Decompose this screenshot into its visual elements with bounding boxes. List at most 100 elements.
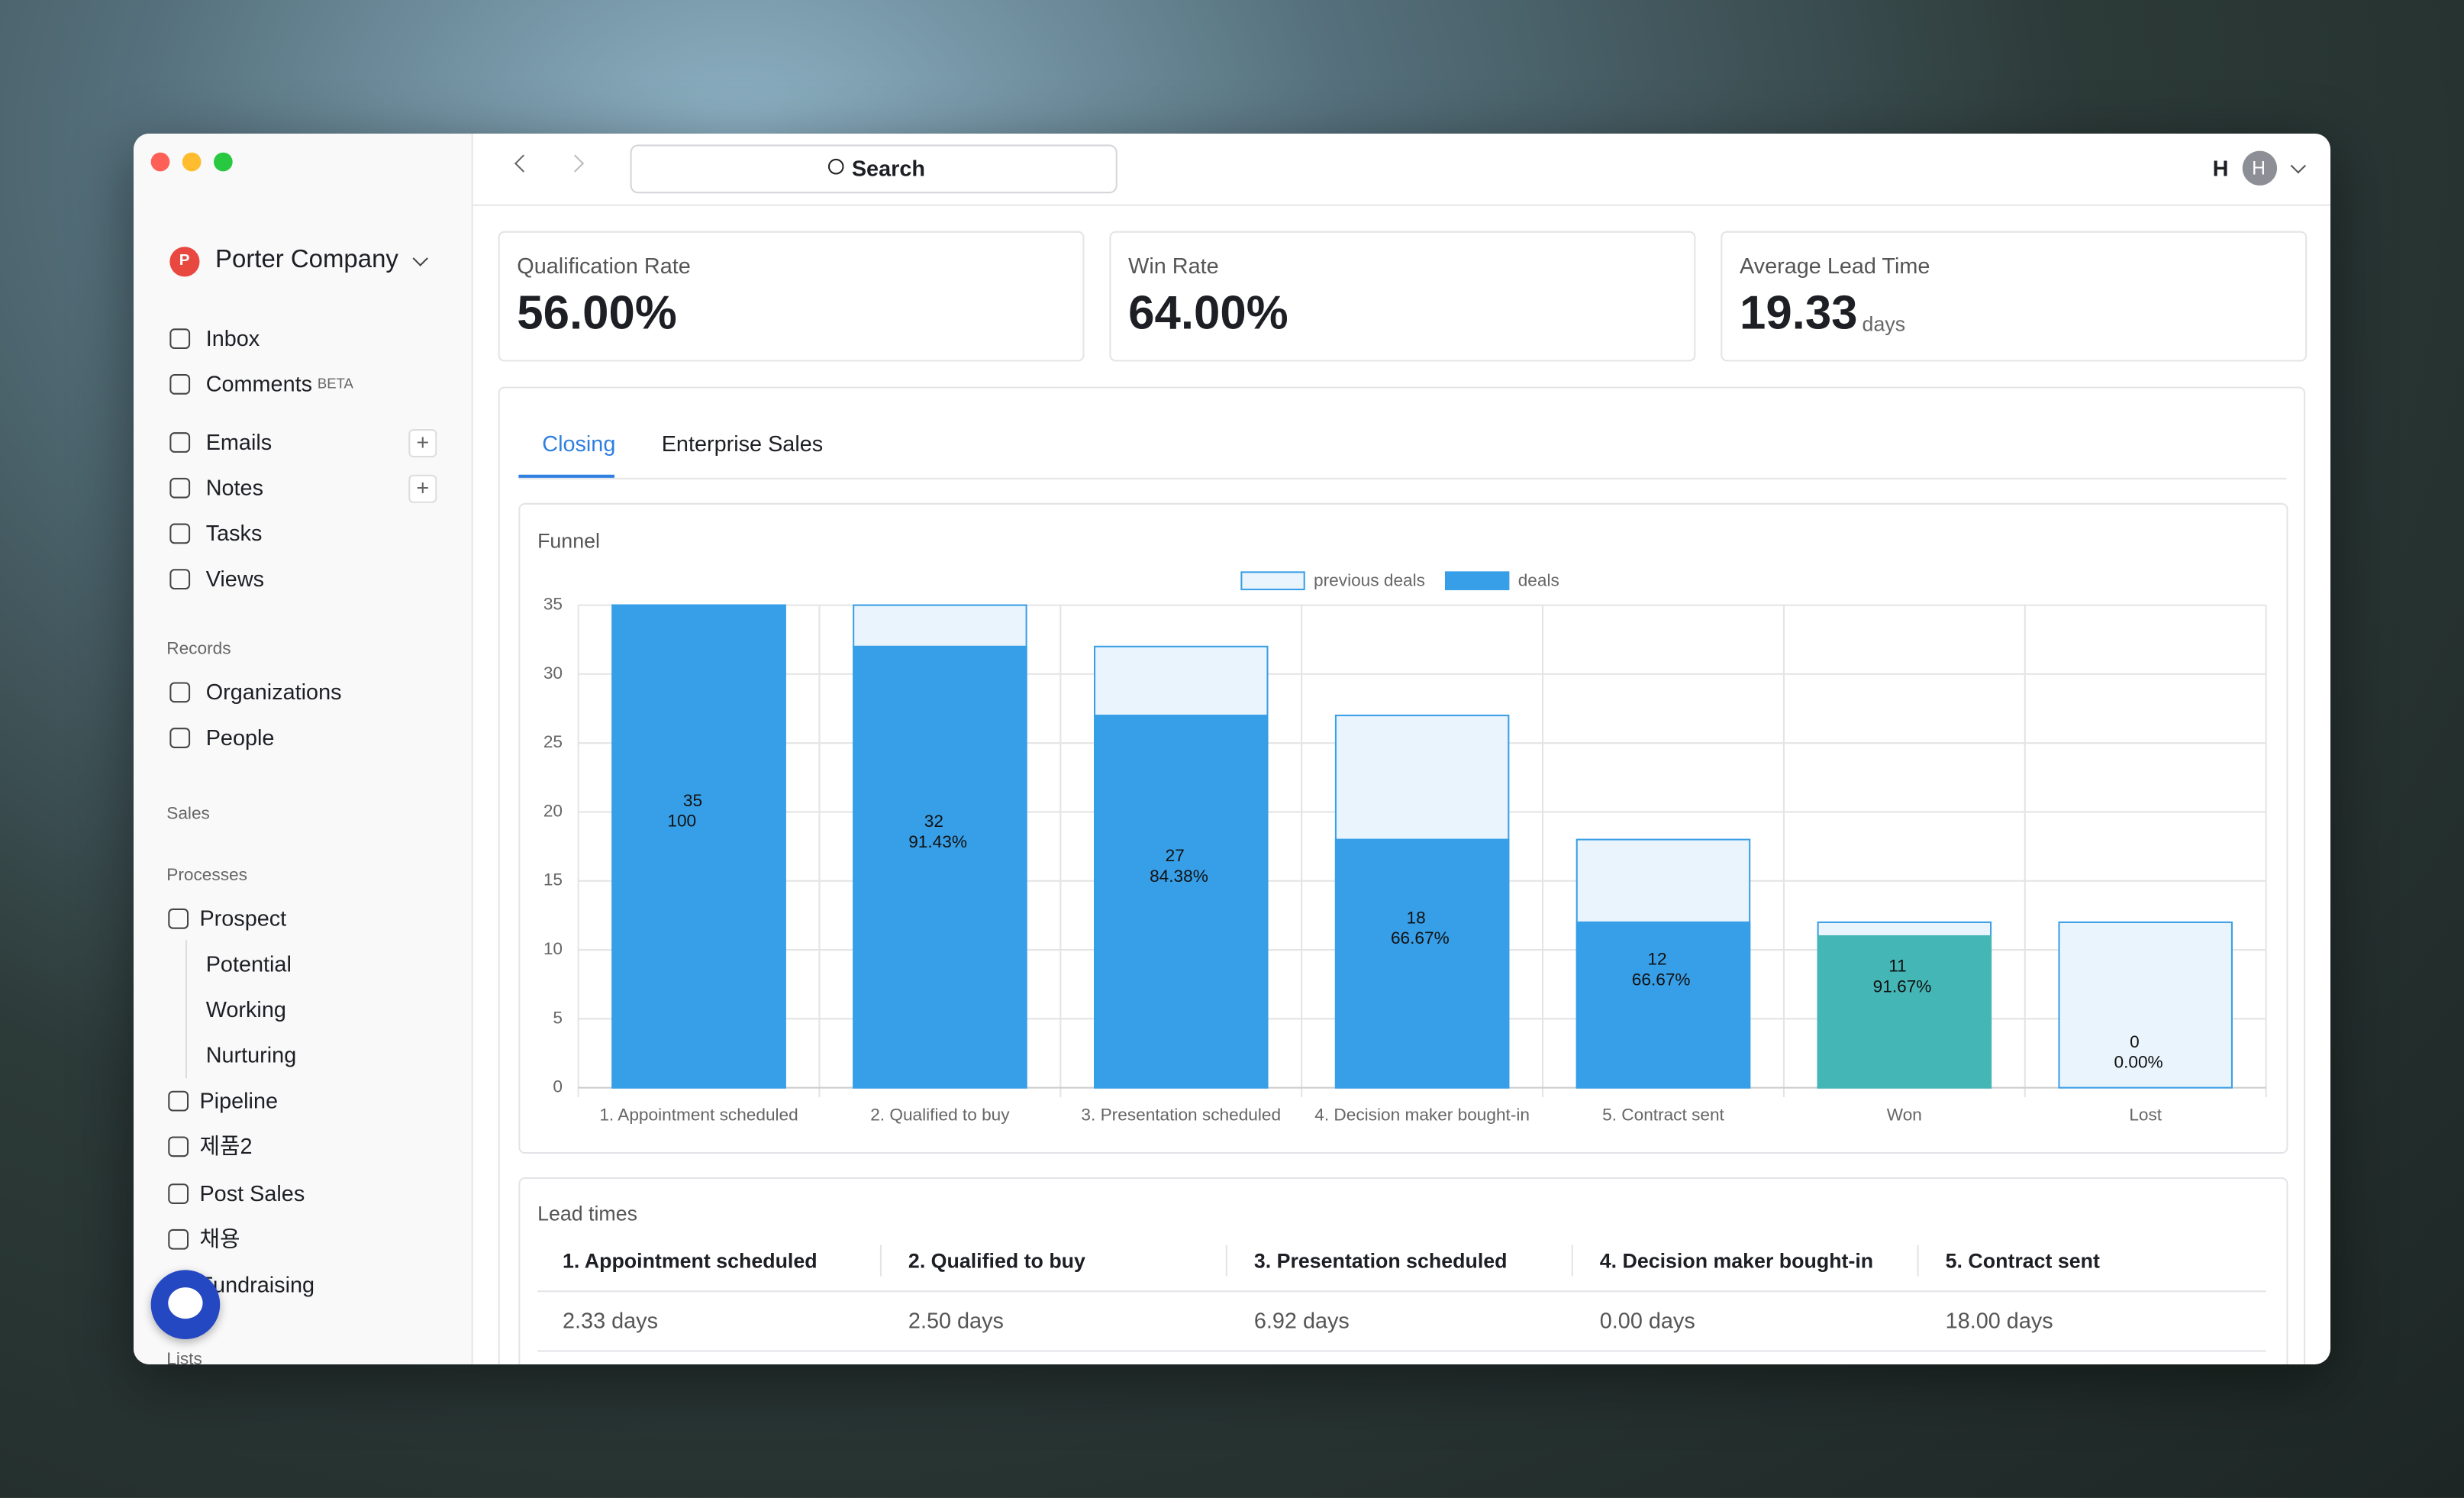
nav-icon: [169, 682, 191, 703]
search-icon: [827, 158, 844, 175]
nav-item[interactable]: Inbox: [205, 325, 260, 351]
nav-item[interactable]: Post Sales: [199, 1180, 305, 1206]
bar-value-label: 0: [2130, 1032, 2140, 1051]
nav-icon: [168, 1090, 189, 1112]
stat-value: 19.33: [1739, 287, 1858, 340]
search-box[interactable]: [630, 144, 1118, 194]
bar-rate-label: 0.00%: [2114, 1053, 2163, 1072]
search-placeholder[interactable]: Search: [851, 155, 925, 181]
bar-rate-label: 66.67%: [1391, 928, 1450, 948]
bar: [1334, 838, 1510, 1089]
nav-icon: [169, 328, 191, 350]
x-tick-label: 2. Qualified to buy: [870, 1106, 1010, 1125]
nav-item[interactable]: Potential: [205, 951, 292, 977]
stat-card: [498, 231, 1085, 362]
nav-icon: [169, 432, 191, 453]
legend-swatch: [1444, 571, 1510, 591]
stat-card: [1721, 231, 2308, 362]
bar-rate-label: 100: [667, 812, 696, 831]
tab-underline: [518, 474, 614, 478]
tab-divider: [518, 477, 2287, 479]
funnel-chart: 0 5 10 15 20 25 30 35 previous deals deals 1. Appo…: [543, 571, 2267, 1125]
bar-value-label: 18: [1407, 908, 1426, 927]
nav-item[interactable]: 제품2: [199, 1133, 253, 1159]
y-tick-label: 35: [543, 595, 563, 614]
section-header[interactable]: Processes: [166, 866, 247, 886]
window-control[interactable]: [182, 152, 202, 172]
section-header[interactable]: Lists: [166, 1350, 202, 1364]
bar-value-label: 11: [1888, 957, 1907, 976]
chat-button[interactable]: [150, 1270, 221, 1340]
chart-title: Funnel: [537, 528, 600, 553]
bar: [1817, 935, 1992, 1089]
nav-item[interactable]: Working: [205, 996, 286, 1022]
avatar[interactable]: [2242, 150, 2278, 186]
tab[interactable]: Closing: [542, 431, 616, 457]
nav-item[interactable]: Comments: [205, 370, 313, 396]
table-cell: 2.50 days: [908, 1307, 1004, 1333]
column-divider: [1225, 1245, 1227, 1277]
add-button[interactable]: +: [408, 474, 437, 503]
section-header[interactable]: Sales: [166, 805, 210, 824]
nav-item[interactable]: Views: [205, 566, 265, 592]
nav-icon: [169, 569, 191, 590]
column-divider: [1571, 1245, 1573, 1277]
nav-item[interactable]: Emails: [205, 429, 273, 454]
y-tick-label: 20: [543, 801, 563, 820]
table-cell: 18.00 days: [1945, 1307, 2053, 1333]
section-header[interactable]: Records: [166, 639, 231, 659]
nav-icon: [168, 908, 189, 929]
nav-item[interactable]: Organizations: [205, 679, 342, 705]
bar: [1094, 715, 1269, 1089]
nav-item[interactable]: Prospect: [199, 905, 287, 931]
y-tick-label: 15: [543, 870, 563, 889]
nav-icon: [168, 1136, 189, 1157]
company-chevron[interactable]: [412, 250, 428, 266]
user-initial[interactable]: H: [2212, 155, 2229, 181]
add-button[interactable]: +: [408, 429, 437, 458]
table-header: 3. Presentation scheduled: [1253, 1248, 1508, 1273]
sidebar: P Porter Company Inbox Comments Emails Notes T…: [133, 133, 473, 1364]
stat-label: Qualification Rate: [517, 253, 691, 279]
user-menu-chevron[interactable]: [2290, 158, 2307, 174]
avatar-letter[interactable]: H: [2252, 157, 2266, 179]
bar-value-label: 12: [1647, 950, 1666, 969]
tab[interactable]: Enterprise Sales: [661, 431, 824, 457]
nav-item[interactable]: 채용: [199, 1225, 240, 1251]
y-tick-label: 0: [553, 1077, 563, 1096]
table-rule: [537, 1290, 2266, 1293]
nav-item[interactable]: Pipeline: [199, 1087, 279, 1113]
y-tick-label: 10: [543, 939, 563, 958]
bar-value-label: 27: [1166, 846, 1185, 865]
x-tick-label: 4. Decision maker bought-in: [1314, 1106, 1530, 1125]
x-tick-label: Lost: [2129, 1106, 2162, 1125]
bar-rate-label: 84.38%: [1150, 867, 1208, 886]
stat-unit: days: [1862, 312, 1906, 336]
nav-icon: [169, 523, 191, 544]
nav-item[interactable]: Tasks: [205, 520, 263, 546]
window-control[interactable]: [150, 152, 170, 172]
bar: [853, 645, 1027, 1089]
forward-button[interactable]: [566, 154, 585, 173]
nav-icon: [168, 1228, 189, 1250]
nav-item[interactable]: People: [205, 725, 275, 750]
nav-item[interactable]: Fundraising: [199, 1271, 315, 1297]
bar: [1575, 921, 1751, 1089]
nav-item[interactable]: Notes: [205, 474, 263, 500]
nav-icon: [168, 1183, 189, 1204]
bar-rate-label: 91.67%: [1873, 977, 1932, 996]
nav-item[interactable]: Nurturing: [205, 1041, 297, 1067]
company-name[interactable]: Porter Company: [215, 247, 398, 274]
back-button[interactable]: [514, 154, 533, 173]
y-tick-label: 30: [543, 663, 563, 683]
bar-rate-label: 66.67%: [1632, 970, 1691, 989]
legend-swatch: [1240, 571, 1305, 591]
previous-bar: [2058, 921, 2233, 1089]
table-cell: 0.00 days: [1599, 1307, 1695, 1333]
window-control[interactable]: [213, 152, 233, 172]
x-tick-label: 3. Presentation scheduled: [1081, 1106, 1281, 1125]
company-logo: [169, 247, 200, 277]
table-cell: 2.33 days: [563, 1307, 659, 1333]
